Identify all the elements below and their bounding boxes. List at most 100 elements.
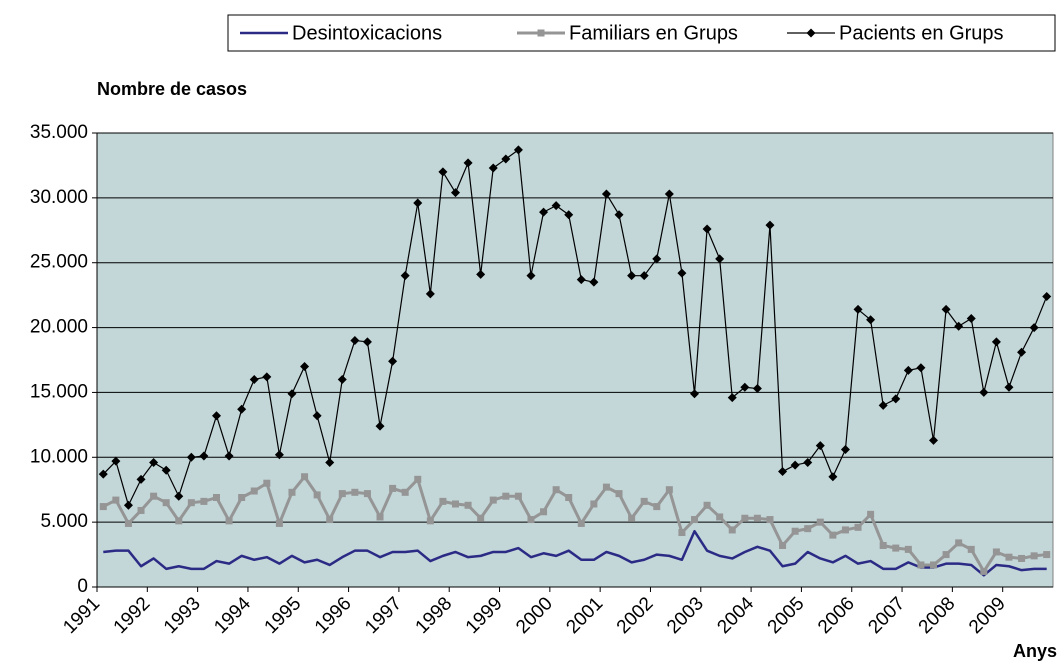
marker	[452, 500, 459, 508]
marker	[400, 271, 410, 281]
legend-label: Familiars en Grups	[569, 22, 738, 44]
marker	[779, 541, 787, 549]
marker	[527, 516, 535, 524]
marker	[791, 527, 799, 535]
marker	[639, 271, 649, 281]
marker	[752, 384, 762, 394]
marker	[665, 486, 673, 494]
marker	[489, 496, 497, 504]
marker	[363, 490, 371, 498]
marker	[275, 519, 283, 527]
marker	[955, 539, 963, 547]
marker	[249, 374, 259, 384]
marker	[439, 497, 447, 505]
marker	[980, 567, 988, 575]
marker	[123, 500, 133, 510]
marker	[150, 492, 158, 500]
marker	[537, 29, 545, 37]
y-tick-label: 0	[77, 576, 88, 597]
marker	[250, 487, 258, 495]
marker	[691, 516, 698, 524]
marker	[602, 483, 610, 491]
marker	[514, 492, 522, 500]
marker	[765, 220, 775, 230]
marker	[678, 529, 686, 537]
marker	[564, 210, 574, 220]
marker	[1017, 347, 1027, 357]
y-tick-label: 10.000	[30, 446, 88, 467]
x-tick-label: 1994	[210, 593, 255, 638]
marker	[804, 525, 812, 533]
marker	[539, 207, 549, 217]
x-tick-label: 2004	[713, 593, 758, 638]
marker	[806, 28, 816, 38]
marker	[187, 499, 195, 507]
marker	[551, 201, 561, 211]
marker	[627, 271, 637, 281]
x-tick-label: 1993	[160, 593, 205, 638]
x-tick-label: 1999	[462, 593, 507, 638]
series-line	[102, 475, 1047, 573]
x-tick-label: 1991	[59, 593, 104, 638]
marker	[274, 450, 284, 460]
marker	[301, 473, 309, 481]
marker	[513, 145, 523, 155]
marker	[426, 517, 434, 525]
x-tick-label: 1997	[361, 593, 406, 638]
marker	[565, 493, 573, 501]
x-tick-label: 2003	[663, 593, 708, 638]
marker	[601, 189, 611, 199]
marker	[200, 497, 208, 505]
marker	[930, 561, 937, 569]
marker	[149, 457, 159, 467]
marker	[664, 189, 674, 199]
marker	[954, 321, 964, 331]
marker	[892, 544, 900, 552]
marker	[702, 224, 712, 234]
marker	[879, 541, 887, 549]
marker	[1004, 382, 1014, 392]
marker	[161, 465, 171, 475]
marker	[263, 479, 271, 487]
marker	[778, 467, 788, 477]
x-tick-label: 1998	[412, 593, 457, 638]
x-tick-label: 2000	[512, 593, 557, 638]
marker	[979, 387, 989, 397]
marker	[376, 513, 384, 521]
marker	[703, 501, 711, 509]
marker	[463, 158, 473, 168]
marker	[727, 393, 737, 403]
marker	[388, 356, 398, 366]
x-tick-label: 1996	[311, 593, 356, 638]
marker	[162, 499, 170, 507]
marker	[903, 365, 913, 375]
marker	[1005, 553, 1013, 561]
marker	[891, 394, 901, 404]
series-line	[103, 529, 1047, 577]
marker	[477, 514, 485, 522]
marker	[1043, 551, 1051, 559]
x-axis-title: Anys	[1013, 641, 1057, 661]
marker	[337, 374, 347, 384]
marker	[828, 472, 838, 482]
marker	[652, 254, 662, 264]
marker	[576, 275, 586, 285]
marker	[929, 435, 938, 445]
marker	[640, 497, 648, 505]
y-tick-label: 5.000	[40, 511, 88, 532]
marker	[628, 514, 636, 522]
marker	[992, 548, 1000, 556]
marker	[124, 519, 132, 527]
series-line	[102, 149, 1048, 506]
y-tick-label: 25.000	[30, 252, 88, 273]
marker	[136, 474, 146, 484]
marker	[1029, 323, 1039, 333]
marker	[715, 254, 725, 264]
marker	[803, 457, 813, 467]
marker	[590, 500, 598, 508]
marker	[451, 188, 460, 198]
x-tick-label: 2005	[764, 593, 809, 638]
marker	[213, 493, 220, 501]
marker	[288, 488, 296, 496]
